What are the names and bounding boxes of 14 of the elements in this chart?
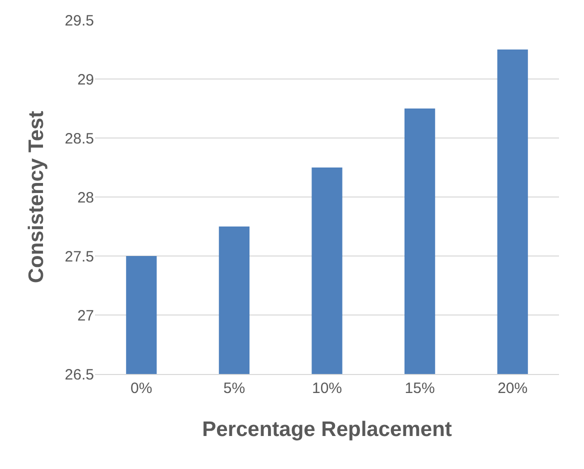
- x-tick-label: 10%: [312, 380, 342, 397]
- x-tick-label: 20%: [498, 380, 528, 397]
- x-tick-label: 15%: [404, 380, 435, 397]
- y-tick-label: 26.5: [64, 366, 94, 384]
- y-tick-label: 28.5: [64, 130, 94, 148]
- x-tick-label: 5%: [223, 380, 246, 397]
- y-tick-label: 27.5: [64, 248, 94, 266]
- y-axis-title: Consistency Test: [24, 110, 48, 284]
- y-tick-label: 28: [77, 189, 94, 206]
- x-axis-title: Percentage Replacement: [202, 418, 452, 442]
- y-tick-label: 29: [77, 71, 94, 88]
- y-tick-label: 27: [77, 307, 94, 324]
- x-tick-label: 0%: [130, 380, 152, 397]
- y-tick-label: 29.5: [64, 12, 94, 30]
